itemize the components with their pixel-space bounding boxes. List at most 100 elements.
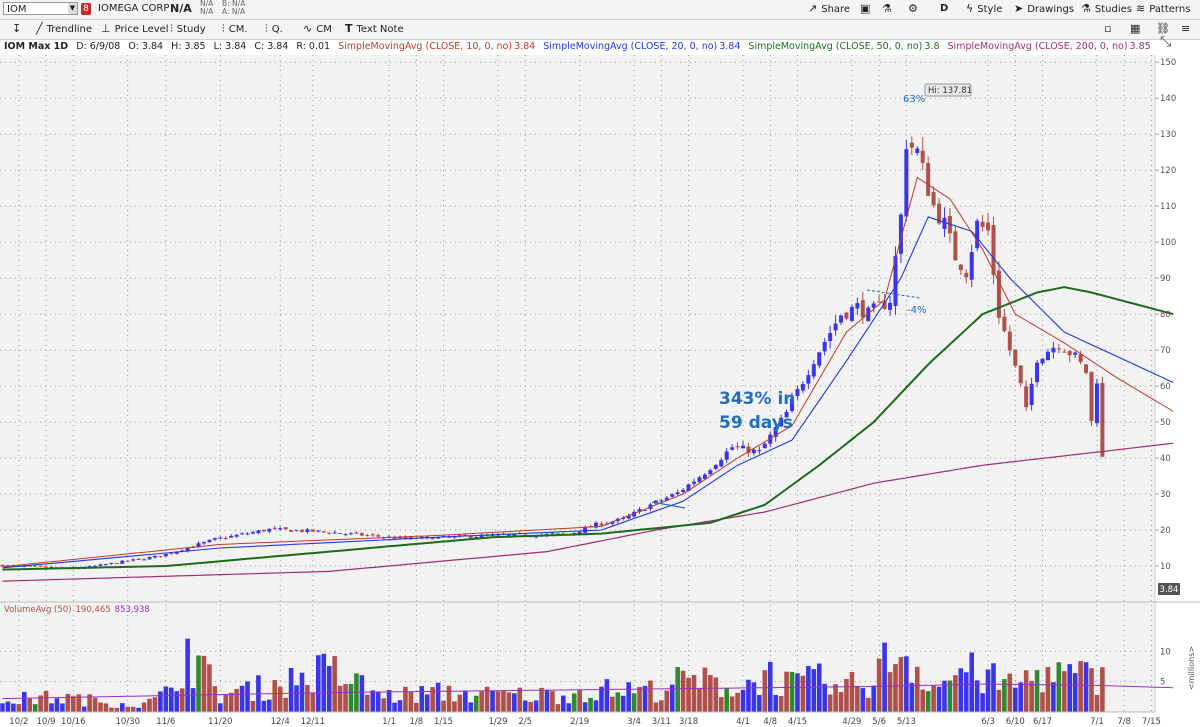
volume-bar (1040, 692, 1045, 712)
candle-body (958, 264, 963, 271)
candle-body (534, 536, 539, 538)
study-button[interactable]: ⫶ Study (170, 22, 206, 37)
last-price-tag: 3.84 (1160, 585, 1179, 595)
volume-bar (288, 667, 294, 712)
volume-bar (1002, 679, 1007, 712)
candle-body (893, 256, 898, 307)
wave-icon: ∿ (303, 22, 313, 35)
volume-bar (261, 700, 267, 712)
patterns-icon: ≋ (1136, 2, 1146, 15)
volume-bar (218, 703, 223, 712)
link-button[interactable]: ⛓ (1156, 22, 1174, 37)
menu-button[interactable]: ≡ (1181, 22, 1194, 37)
volume-bar (11, 703, 16, 712)
menu-icon: ≡ (1181, 22, 1191, 35)
price-plot-area[interactable] (0, 55, 1155, 602)
trendline-icon: ╱ (36, 22, 43, 35)
volume-bar (561, 695, 566, 712)
candle-body (152, 555, 157, 558)
volume-bar (272, 680, 278, 712)
symbol-input[interactable]: IOM (3, 2, 78, 15)
candle-body (942, 217, 947, 229)
volume-bar (784, 671, 789, 712)
volume-bar (958, 668, 964, 712)
share-button[interactable]: ↗ Share (808, 2, 850, 17)
chart-info-bar: IOM Max 1D D: 6/9/08 O: 3.84 H: 3.85 L: … (0, 40, 1200, 54)
volume-bar (599, 686, 604, 712)
share-icon: ↗ (808, 2, 818, 15)
trendline-button[interactable]: ╱ Trendline (36, 22, 92, 37)
volume-bar (1072, 673, 1078, 712)
studies-button[interactable]: ⚗ Studies (1081, 2, 1132, 17)
price-tick-label: 140 (1160, 94, 1176, 104)
candle-body (653, 500, 658, 504)
volume-bar (168, 687, 174, 712)
volume-bar (909, 682, 915, 712)
volume-bar (163, 686, 169, 712)
candle-body (240, 533, 245, 535)
candle-body (550, 533, 555, 535)
settings-button[interactable]: ⚙ (908, 2, 922, 17)
candle-body (196, 543, 201, 547)
volume-bar (109, 707, 114, 712)
candle-body (860, 300, 865, 318)
price-tick-label: 20 (1160, 526, 1171, 536)
q-button[interactable]: ⫶ Q. (265, 22, 283, 37)
flask-button[interactable]: ⚗ (882, 2, 896, 17)
trend-arrow (651, 501, 686, 509)
screenshot-button[interactable]: ▣ (860, 2, 874, 17)
volume-bar (419, 686, 425, 712)
volume-bar (49, 703, 54, 712)
trendline-label: Trendline (46, 24, 93, 35)
volume-bar (130, 706, 136, 712)
axes: 10 20 30 40 50 60 70 80 90 100 110 120 130 140 150 5 10 1… (0, 58, 1176, 727)
company-name: IOMEGA CORP (98, 3, 170, 14)
candle-body (103, 564, 108, 566)
candle-body (1073, 352, 1078, 355)
single-layout-button[interactable]: ▫ (1104, 22, 1115, 37)
volume-bar (158, 691, 163, 712)
volume-bar (931, 685, 936, 712)
volume-bar (228, 692, 234, 712)
candle-body (751, 449, 756, 454)
volume-bar (800, 675, 806, 712)
ohlc-low: L: 3.84 (213, 41, 247, 52)
candle-body (909, 142, 914, 148)
candle-body (163, 553, 168, 557)
candle-body (283, 527, 288, 530)
volume-bar (343, 684, 348, 712)
volume-bar (1007, 673, 1013, 712)
volume-bar (746, 679, 751, 712)
pin-button[interactable]: ↧ (12, 22, 25, 37)
candle-body (403, 536, 408, 539)
volume-bar (174, 691, 180, 712)
cm1-button[interactable]: ⫶ CM. (222, 22, 248, 37)
drawings-button[interactable]: ➤ Drawings (1014, 2, 1074, 17)
timeframe-button[interactable]: D (940, 3, 949, 14)
patterns-button[interactable]: ≋ Patterns (1136, 2, 1190, 17)
symbol-dropdown-icon[interactable]: ▼ (68, 3, 77, 14)
text-note-button[interactable]: T Text Note (345, 22, 404, 37)
cm2-button[interactable]: ∿ CM (303, 22, 332, 37)
candle-body (136, 558, 141, 560)
date-tick-label: 3/11 (652, 717, 671, 727)
text-note-label: Text Note (356, 24, 404, 35)
candle-body (348, 533, 353, 535)
candle-body (1035, 362, 1040, 383)
candle-body (359, 533, 364, 536)
volume-bar (424, 694, 430, 712)
link-badge[interactable]: 8 (81, 3, 91, 15)
volume-bar (882, 642, 887, 712)
grid-layout-button[interactable]: ▦ (1130, 22, 1144, 37)
price-level-button[interactable]: ⊥ Price Level (101, 22, 169, 37)
candle-body (800, 384, 805, 391)
volume-bar (533, 700, 539, 712)
candle-body (212, 538, 217, 540)
style-button[interactable]: ϟ Style (966, 2, 1002, 17)
volume-bar (816, 663, 822, 712)
volume-bar (1018, 682, 1024, 712)
volume-bar (822, 683, 827, 712)
collapse-icon[interactable]: ⤡ (1160, 34, 1171, 50)
volume-bar (201, 655, 207, 712)
